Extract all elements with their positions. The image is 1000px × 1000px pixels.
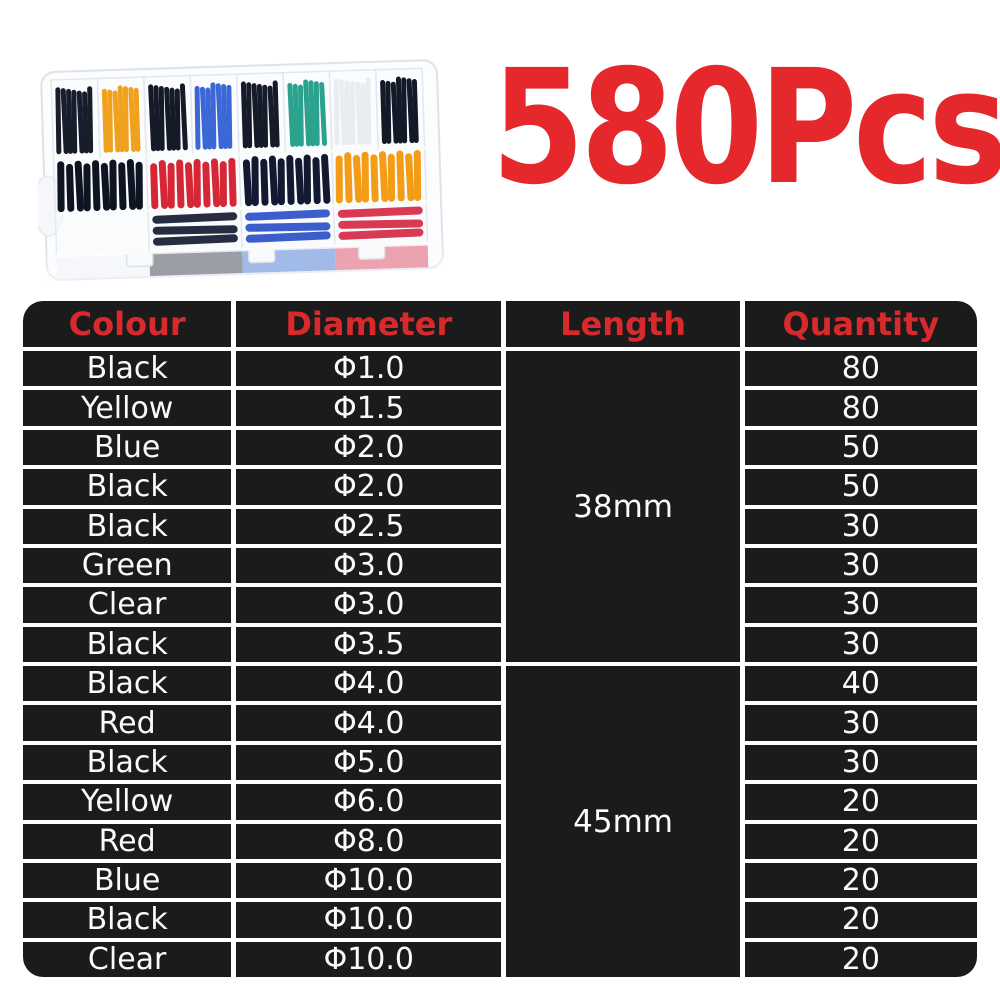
cell-quantity: 20: [739, 780, 977, 824]
cell-diameter: Φ2.5: [231, 504, 507, 548]
cell-diameter: Φ2.0: [231, 425, 507, 470]
table-row: Black Φ1.0 38mm 80: [23, 346, 977, 666]
cell-length: 45mm: [501, 662, 745, 977]
header-row: Colour Diameter Length Quantity: [23, 301, 977, 351]
cell-colour: Black: [23, 465, 237, 509]
cell-colour: Red: [23, 701, 237, 745]
case-illustration: [38, 59, 444, 282]
spec-table-wrap: Colour Diameter Length Quantity Black Φ1.0 38…: [23, 301, 977, 977]
cell-quantity: 30: [739, 622, 977, 667]
table-row: Black Φ3.5 30: [23, 622, 977, 667]
header-cell-colour: Colour: [23, 301, 237, 351]
table-row: Black Φ4.0 45mm 40: [23, 661, 977, 977]
cell-quantity: 30: [739, 740, 977, 785]
cell-quantity: 30: [739, 701, 977, 745]
table-row: Clear Φ3.0 30: [23, 583, 977, 627]
cell-diameter: Φ10.0: [231, 937, 507, 977]
cell-diameter: Φ10.0: [231, 898, 507, 942]
table-row: Red Φ8.0 20: [23, 819, 977, 863]
cell-diameter: Φ2.0: [231, 465, 507, 509]
cell-colour: Green: [23, 543, 237, 588]
cell-colour: Black: [23, 622, 237, 667]
table-row: Black Φ10.0 20: [23, 898, 977, 942]
table-row: Black Φ2.0 50: [23, 465, 977, 509]
header-cell-quantity: Quantity: [739, 301, 977, 351]
table-row: Blue Φ10.0 20: [23, 858, 977, 903]
cell-quantity: 50: [739, 465, 977, 509]
header-cell-diameter: Diameter: [231, 301, 507, 351]
cell-diameter: Φ8.0: [231, 819, 507, 863]
cell-quantity: 20: [739, 937, 977, 977]
cell-quantity: 20: [739, 858, 977, 903]
cell-quantity: 20: [739, 819, 977, 863]
cell-colour: Black: [23, 661, 237, 706]
cell-quantity: 30: [739, 543, 977, 588]
cell-diameter: Φ3.0: [231, 543, 507, 588]
cell-colour: Yellow: [23, 386, 237, 430]
cell-diameter: Φ6.0: [231, 780, 507, 824]
cell-colour: Black: [23, 504, 237, 548]
product-photo: [38, 59, 444, 282]
cell-quantity: 80: [739, 386, 977, 430]
spec-table-body: Black Φ1.0 38mm 80 Yellow Φ1.5 80 Blue Φ2.0 50 Bla…: [23, 346, 977, 977]
cell-quantity: 50: [739, 425, 977, 470]
header-cell-length: Length: [501, 301, 745, 351]
cell-diameter: Φ10.0: [231, 858, 507, 903]
cell-colour: Blue: [23, 425, 237, 470]
table-row: Blue Φ2.0 50: [23, 425, 977, 470]
cell-colour: Blue: [23, 858, 237, 903]
table-row: Red Φ4.0 30: [23, 701, 977, 745]
cell-diameter: Φ1.0: [231, 346, 507, 391]
cell-colour: Red: [23, 819, 237, 863]
cell-colour: Black: [23, 740, 237, 785]
cell-diameter: Φ4.0: [231, 661, 507, 706]
cell-quantity: 40: [739, 661, 977, 706]
piece-count: 580Pcs: [491, 36, 1000, 220]
cell-length: 38mm: [501, 347, 745, 666]
cell-colour: Clear: [23, 583, 237, 627]
table-row: Black Φ2.5 30: [23, 504, 977, 548]
cell-diameter: Φ3.0: [231, 583, 507, 627]
cell-diameter: Φ4.0: [231, 701, 507, 745]
cell-diameter: Φ5.0: [231, 740, 507, 785]
cell-diameter: Φ3.5: [231, 622, 507, 667]
table-row: Yellow Φ6.0 20: [23, 780, 977, 824]
spec-table: Colour Diameter Length Quantity Black Φ1.0 38…: [23, 301, 977, 977]
cell-colour: Black: [23, 346, 237, 391]
spec-table-head: Colour Diameter Length Quantity: [23, 301, 977, 351]
table-row: Green Φ3.0 30: [23, 543, 977, 588]
table-row: Yellow Φ1.5 80: [23, 386, 977, 430]
cell-quantity: 30: [739, 504, 977, 548]
table-row: Clear Φ10.0 20: [23, 937, 977, 977]
cell-colour: Clear: [23, 937, 237, 977]
table-row: Black Φ5.0 30: [23, 740, 977, 785]
cell-colour: Yellow: [23, 780, 237, 824]
cell-colour: Black: [23, 898, 237, 942]
cell-quantity: 20: [739, 898, 977, 942]
cell-quantity: 80: [739, 346, 977, 391]
cell-quantity: 30: [739, 583, 977, 627]
cell-diameter: Φ1.5: [231, 386, 507, 430]
